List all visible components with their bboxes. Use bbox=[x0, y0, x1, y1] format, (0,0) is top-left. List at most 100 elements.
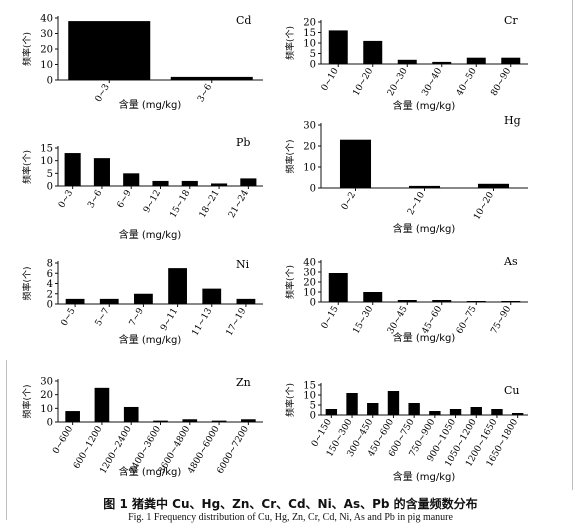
y-tick-label: 20 bbox=[303, 142, 316, 153]
y-tick-label: 30 bbox=[303, 268, 316, 279]
chart-title: Pb bbox=[236, 136, 250, 149]
y-tick-label: 6 bbox=[47, 269, 53, 280]
x-tick-label: 30~40 bbox=[420, 66, 444, 98]
y-tick-label: 0 bbox=[310, 184, 316, 195]
bar-zn-1 bbox=[65, 411, 80, 422]
x-axis-label: 含量 (mg/kg) bbox=[119, 465, 182, 478]
y-tick-label: 4 bbox=[47, 279, 53, 290]
bar-cu-8 bbox=[470, 407, 482, 415]
y-tick-label: 15 bbox=[303, 381, 316, 392]
y-tick-label: 5 bbox=[47, 169, 53, 180]
x-tick-label: 0~2 bbox=[340, 191, 358, 212]
x-tick-label: 20~30 bbox=[386, 66, 410, 98]
y-tick-label: 20 bbox=[303, 18, 316, 29]
y-tick-label: 40 bbox=[40, 14, 53, 25]
bar-pb-3 bbox=[123, 173, 140, 186]
bar-hg-1 bbox=[339, 139, 372, 188]
bar-zn-7 bbox=[241, 419, 256, 422]
y-tick-label: 10 bbox=[40, 156, 53, 167]
bar-cu-2 bbox=[346, 393, 358, 415]
chart-title: Cr bbox=[504, 14, 518, 27]
bar-cd-2 bbox=[170, 76, 253, 80]
bar-as-3 bbox=[397, 300, 417, 302]
bar-pb-4 bbox=[152, 180, 169, 186]
bar-ni-6 bbox=[236, 298, 256, 304]
chart-title: Zn bbox=[236, 376, 251, 389]
chart-title: Hg bbox=[504, 114, 521, 127]
x-tick-label: 60~75 bbox=[455, 304, 479, 336]
bar-cu-4 bbox=[387, 391, 400, 415]
chart-panel-hg: 0 10 20 30 频率(个) 0~2 2~10 10~20 Hg 含量 (mg/kg) bbox=[284, 114, 528, 235]
y-tick-label: 10 bbox=[40, 404, 53, 415]
y-tick-label: 0 bbox=[310, 60, 316, 71]
x-tick-label: 0~10 bbox=[320, 66, 341, 93]
x-tick-label: 10~20 bbox=[351, 66, 375, 98]
chart-title: Ni bbox=[236, 258, 250, 271]
x-tick-label: 11~13 bbox=[190, 306, 214, 338]
bar-hg-2 bbox=[408, 185, 441, 188]
x-tick-label: 6000~7200 bbox=[216, 424, 251, 475]
chart-panel-cd: 0 10 20 30 40 频率(个) 0~3 3~6 Cd 含量 (mg/kg) bbox=[21, 14, 263, 111]
x-tick-label: 21~24 bbox=[227, 188, 251, 220]
bar-as-5 bbox=[466, 301, 486, 302]
figure-caption-chinese: 图 1 猪粪中 Cu、Hg、Zn、Cr、Cd、Ni、As、Pb 的含量频数分布 bbox=[103, 497, 478, 511]
y-tick-label: 0 bbox=[310, 411, 316, 422]
bar-cu-7 bbox=[449, 409, 462, 415]
bar-as-6 bbox=[501, 301, 521, 302]
bar-zn-3 bbox=[123, 406, 139, 422]
x-axis-label: 含量 (mg/kg) bbox=[119, 333, 182, 346]
bar-cr-2 bbox=[363, 40, 383, 64]
y-tick-label: 15 bbox=[40, 144, 53, 155]
x-axis-label: 含量 (mg/kg) bbox=[393, 470, 456, 483]
y-tick-label: 30 bbox=[303, 121, 316, 132]
bar-cu-1 bbox=[325, 409, 338, 415]
bar-cu-5 bbox=[408, 403, 420, 415]
y-tick-label: 8 bbox=[47, 259, 53, 270]
y-axis-label: 频率(个) bbox=[284, 265, 296, 299]
x-axis-label: 含量 (mg/kg) bbox=[119, 228, 182, 241]
x-tick-label: 2~10 bbox=[406, 190, 427, 217]
bar-cu-6 bbox=[429, 411, 441, 415]
bar-as-2 bbox=[363, 292, 383, 302]
x-tick-label: 0~3 bbox=[57, 188, 75, 210]
left-edge-rule bbox=[6, 360, 7, 520]
x-tick-label: 0~3 bbox=[94, 82, 112, 104]
right-edge-rule bbox=[572, 0, 573, 490]
y-tick-label: 30 bbox=[40, 29, 53, 40]
x-tick-label: 80~90 bbox=[489, 66, 513, 98]
x-axis-label: 含量 (mg/kg) bbox=[393, 222, 456, 235]
y-tick-label: 10 bbox=[303, 163, 316, 174]
y-axis-label: 频率(个) bbox=[21, 32, 33, 66]
bar-hg-3 bbox=[477, 183, 510, 188]
bar-cr-1 bbox=[328, 30, 348, 64]
x-tick-label: 15~30 bbox=[351, 304, 375, 336]
x-tick-label: 30~45 bbox=[386, 304, 410, 336]
y-axis-label: 频率(个) bbox=[284, 383, 296, 417]
x-tick-label: 75~90 bbox=[489, 304, 513, 336]
bar-as-4 bbox=[432, 300, 452, 302]
y-tick-label: 10 bbox=[303, 288, 316, 299]
y-tick-label: 20 bbox=[40, 390, 53, 401]
bar-cu-9 bbox=[491, 409, 503, 415]
y-tick-label: 10 bbox=[40, 60, 53, 71]
x-tick-label: 7~9 bbox=[128, 306, 146, 328]
chart-title: Cu bbox=[504, 384, 520, 397]
bar-zn-4 bbox=[153, 420, 168, 422]
bar-ni-3 bbox=[134, 293, 153, 304]
y-axis-label: 频率(个) bbox=[21, 150, 33, 184]
y-tick-label: 2 bbox=[47, 289, 53, 300]
y-tick-label: 0 bbox=[47, 76, 53, 87]
bar-pb-1 bbox=[64, 153, 81, 186]
y-axis-label: 频率(个) bbox=[284, 26, 296, 60]
bar-ni-4 bbox=[168, 268, 187, 304]
bar-zn-5 bbox=[182, 419, 198, 422]
x-axis-label: 含量 (mg/kg) bbox=[119, 98, 182, 111]
x-tick-label: 0~15 bbox=[320, 304, 341, 331]
bar-cr-5 bbox=[466, 57, 486, 64]
bar-pb-5 bbox=[181, 180, 198, 186]
x-axis-label: 含量 (mg/kg) bbox=[393, 331, 456, 344]
x-tick-label: 9~12 bbox=[142, 189, 163, 215]
